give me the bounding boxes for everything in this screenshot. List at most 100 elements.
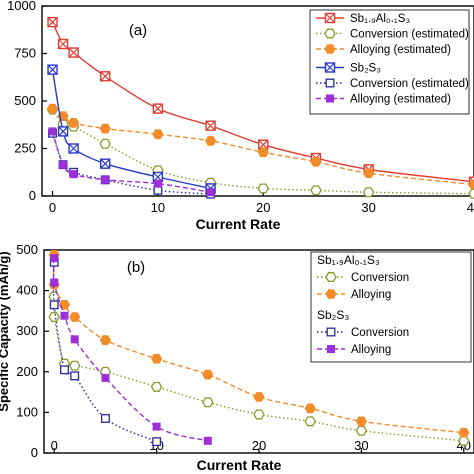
x-axis-label: Current Rate (197, 457, 282, 473)
legend-label: Alloying (estimated) (350, 44, 451, 56)
marker-hexagon (325, 272, 337, 282)
data-point (202, 369, 214, 380)
marker-square (60, 365, 69, 375)
marker-square (326, 94, 334, 103)
marker-square (326, 327, 336, 337)
legend-entry: Conversion (estimated) (316, 78, 469, 90)
data-point (304, 403, 316, 414)
legend-label: Conversion (estimated) (350, 78, 469, 90)
y-tick-label: 400 (16, 283, 38, 298)
marker-square (153, 179, 162, 188)
y-tick-label: 100 (16, 404, 38, 419)
y-tick-label: 750 (14, 46, 36, 61)
marker-hexagon (99, 335, 111, 345)
data-point (69, 170, 78, 179)
marker-hexagon (458, 435, 470, 446)
x-tick-label: 20 (252, 438, 266, 453)
marker-square (49, 300, 59, 310)
x-tick-label: 0 (49, 200, 56, 215)
series-2 (49, 257, 162, 447)
marker-cross (100, 71, 111, 82)
marker-square (48, 127, 57, 136)
panel-a-chart: 0 250 500 750 1000 0 10 20 30 40 Current Rate (a) Sb… (7, 0, 474, 232)
data-point (57, 126, 69, 137)
legend-marker (324, 12, 336, 24)
data-point (48, 127, 57, 136)
data-point (310, 157, 322, 167)
series-3 (50, 254, 212, 445)
marker-hexagon (150, 381, 163, 392)
legend-marker (326, 327, 336, 337)
legend-entry: Conversion (317, 327, 409, 339)
marker-hexagon (257, 147, 269, 158)
data-point (68, 47, 79, 58)
marker-square (206, 188, 215, 197)
marker-hexagon (151, 354, 163, 364)
data-point (152, 103, 164, 114)
legend-group-title: Sb₂S₃ (317, 308, 349, 322)
legend-entry: Alloying (317, 344, 391, 356)
marker-square (325, 78, 335, 88)
data-point (46, 103, 59, 114)
data-point (68, 118, 80, 128)
legend-label: Sb₂S₃ (350, 63, 381, 75)
marker-hexagon (458, 427, 470, 438)
marker-hexagon (202, 369, 214, 380)
data-point (70, 335, 79, 344)
legend-label: Conversion (351, 327, 409, 339)
data-point (355, 425, 368, 436)
y-axis-label: Specific Capacity (mAh/g) (0, 251, 11, 411)
marker-square (59, 160, 68, 169)
data-point (50, 254, 59, 263)
marker-hexagon (46, 103, 59, 114)
marker-cross (152, 103, 163, 114)
data-point (47, 64, 58, 75)
marker-hexagon (68, 118, 80, 128)
data-point (99, 123, 111, 134)
data-point (458, 427, 470, 438)
data-point (468, 179, 474, 190)
marker-hexagon (310, 157, 322, 167)
marker-square (60, 311, 69, 320)
marker-square (101, 373, 110, 382)
x-axis-label: Current Rate (196, 216, 281, 232)
legend-label: Alloying (estimated) (350, 94, 451, 106)
data-point (304, 416, 316, 427)
marker-square (50, 254, 59, 263)
data-point (203, 436, 212, 445)
marker-square (70, 335, 79, 344)
marker-hexagon (99, 123, 111, 134)
x-tick-label: 30 (354, 438, 368, 453)
y-tick-label: 1000 (7, 0, 36, 13)
data-point (100, 414, 110, 423)
legend: Sb₁.₉Al₀.₁S₃ Conversion (estimated) Alloyi… (309, 9, 470, 115)
data-point (206, 188, 215, 197)
marker-hexagon (48, 312, 60, 322)
data-point (152, 129, 164, 140)
data-point (60, 311, 69, 320)
marker-cross (47, 64, 58, 75)
y-tick-label: 300 (16, 323, 38, 338)
legend-entry: Conversion (estimated) (316, 29, 469, 41)
legend-marker (327, 345, 335, 353)
marker-hexagon (304, 416, 316, 427)
marker-square (50, 278, 59, 287)
data-point (69, 312, 81, 322)
marker-square (152, 422, 161, 431)
data-point (68, 143, 79, 154)
marker-square (70, 371, 80, 381)
marker-square (203, 436, 212, 445)
marker-square (327, 345, 335, 353)
x-tick-label: 20 (256, 200, 270, 215)
marker-hexagon (468, 188, 474, 199)
marker-hexagon (468, 179, 474, 190)
data-point (48, 312, 60, 322)
marker-hexagon (355, 416, 367, 427)
marker-cross (68, 143, 79, 154)
legend-marker (325, 272, 337, 282)
series-2 (46, 103, 474, 190)
data-point (99, 138, 111, 149)
x-tick-label: 40 (467, 200, 474, 215)
marker-hexagon (324, 28, 336, 39)
